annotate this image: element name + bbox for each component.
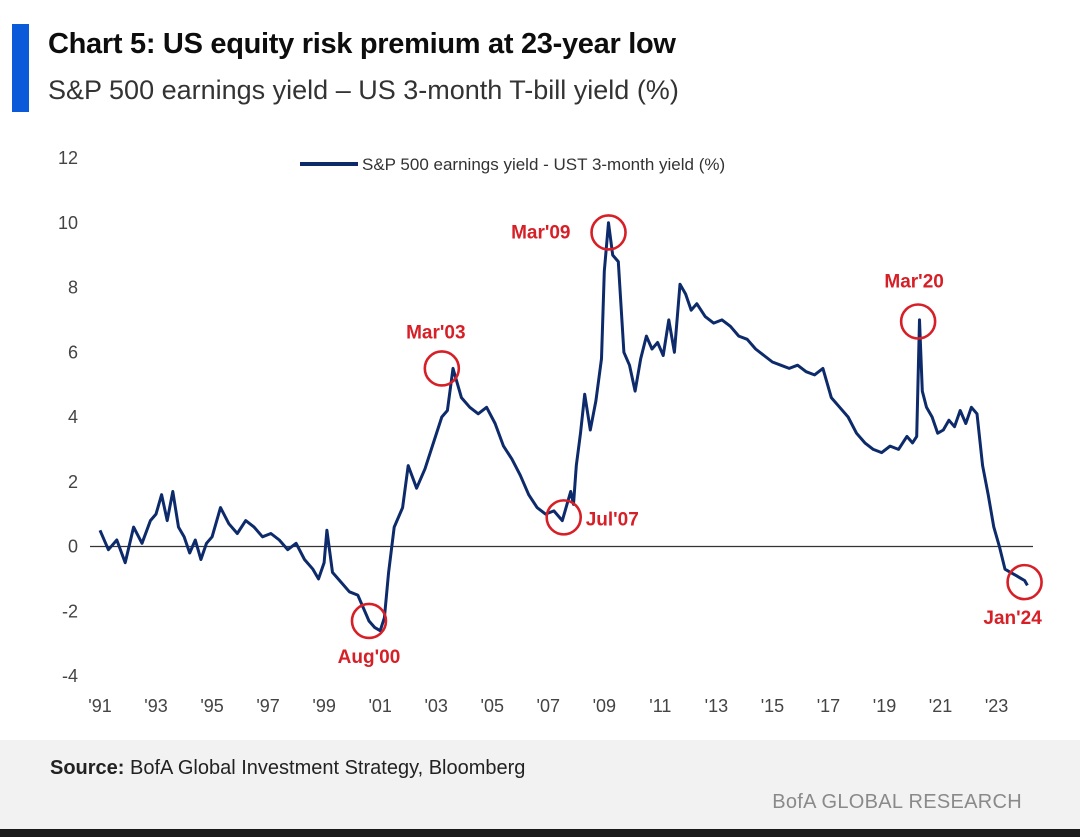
- x-tick-label: '09: [593, 696, 616, 716]
- x-tick-label: '91: [88, 696, 111, 716]
- chart-area: 12 10 8 6 4 2 0 -2 -4 '91 '93 '95 '97 '99 '01 '03 '05 '0…: [58, 148, 1043, 716]
- y-tick-label: 8: [68, 278, 78, 298]
- x-tick-label: '07: [537, 696, 560, 716]
- y-tick-label: 0: [68, 537, 78, 557]
- annotation-circle: [899, 303, 937, 340]
- x-tick-label: '23: [985, 696, 1008, 716]
- x-tick-label: '21: [929, 696, 952, 716]
- annotation-circle: [590, 214, 627, 251]
- x-tick-label: '05: [481, 696, 504, 716]
- annotation-label: Aug'00: [338, 647, 401, 668]
- annotation-label: Mar'03: [406, 322, 465, 343]
- source-note: Source: BofA Global Investment Strategy,…: [50, 757, 525, 780]
- x-tick-label: '17: [817, 696, 840, 716]
- x-tick-label: '15: [761, 696, 784, 716]
- series-line-equity-risk-premium: [98, 221, 1029, 633]
- chart-title: Chart 5: US equity risk premium at 23-ye…: [48, 28, 676, 60]
- x-tick-label: '99: [312, 696, 335, 716]
- source-label: Source:: [50, 757, 125, 779]
- y-tick-label: 6: [68, 342, 78, 362]
- bottom-rule: [0, 829, 1080, 837]
- x-tick-label: '13: [705, 696, 728, 716]
- y-tick-label: -2: [62, 601, 78, 621]
- x-tick-label: '95: [200, 696, 223, 716]
- y-tick-label: 10: [58, 213, 78, 233]
- y-tick-label: -4: [62, 666, 78, 686]
- annotation-label: Jul'07: [586, 509, 639, 530]
- brand-label: BofA GLOBAL RESEARCH: [772, 791, 1022, 813]
- y-tick-label: 4: [68, 407, 78, 427]
- x-tick-label: '93: [144, 696, 167, 716]
- title-accent-bar: [12, 24, 29, 112]
- annotation-circle: [423, 350, 461, 387]
- source-text: BofA Global Investment Strategy, Bloombe…: [124, 757, 526, 779]
- chart-subtitle: S&P 500 earnings yield – US 3-month T-bi…: [48, 75, 679, 105]
- annotations: Aug'00 Mar'03 Jul'07 Mar'09 Mar'20 Jan'24: [338, 214, 1043, 668]
- x-tick-label: '11: [649, 696, 671, 716]
- annotation-label: Mar'09: [511, 222, 570, 243]
- x-axis: '91 '93 '95 '97 '99 '01 '03 '05 '07 '09 '11 '13 '15 '…: [88, 696, 1008, 716]
- annotation-label: Jan'24: [983, 608, 1042, 629]
- annotation-circle: [1006, 563, 1043, 601]
- x-tick-label: '97: [256, 696, 279, 716]
- y-axis: 12 10 8 6 4 2 0 -2 -4: [58, 148, 78, 686]
- x-tick-label: '03: [424, 696, 447, 716]
- legend-label: S&P 500 earnings yield - UST 3-month yie…: [362, 155, 725, 174]
- y-tick-label: 12: [58, 148, 78, 168]
- annotation-label: Mar'20: [884, 271, 943, 292]
- annotation-circle: [545, 499, 582, 536]
- legend: S&P 500 earnings yield - UST 3-month yie…: [300, 155, 725, 174]
- annotation-circle: [350, 602, 388, 640]
- footer-band: [0, 740, 1080, 830]
- x-tick-label: '19: [873, 696, 896, 716]
- x-tick-label: '01: [368, 696, 391, 716]
- y-tick-label: 2: [68, 472, 78, 492]
